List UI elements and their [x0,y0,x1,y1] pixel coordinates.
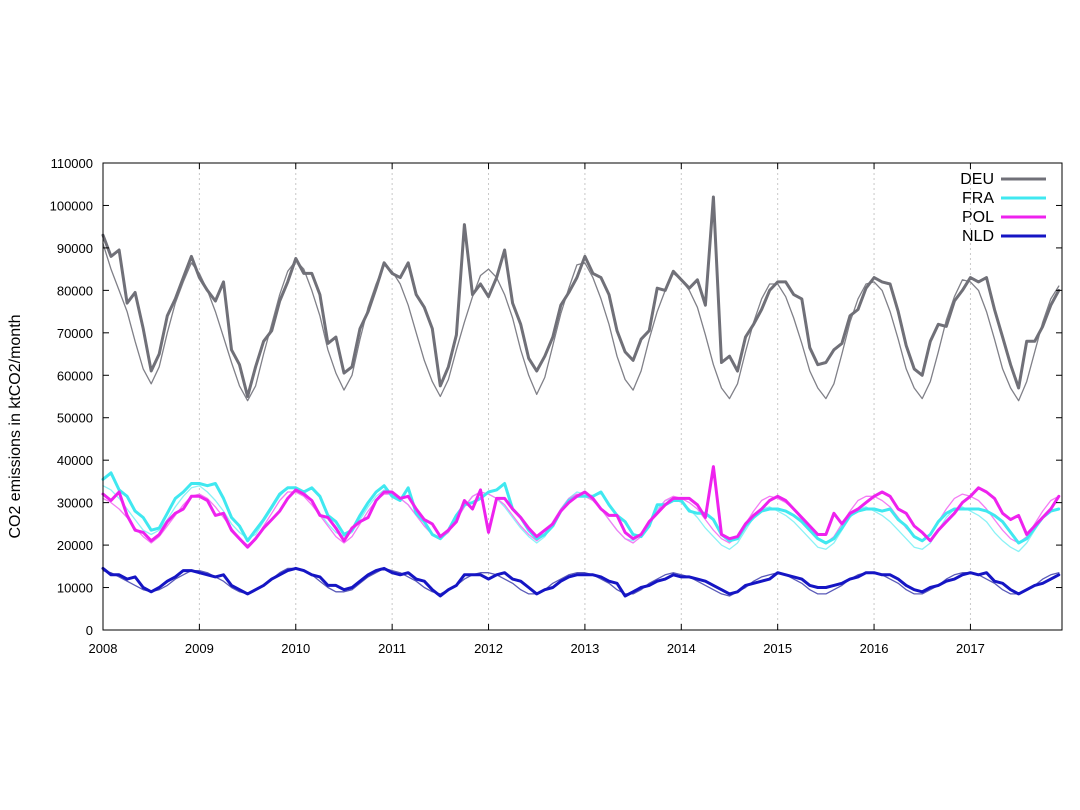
legend-label-deu: DEU [960,171,994,188]
y-tick-label: 90000 [57,241,93,256]
axis-ticks: 2008 2009 2010 2011 2012 2013 2014 2015 2016 2017… [50,156,1062,656]
y-tick-label: 20000 [57,538,93,553]
y-tick-label: 40000 [57,453,93,468]
legend-label-pol: POL [962,209,994,226]
y-tick-label: 60000 [57,368,93,383]
plot-frame [102,162,1063,631]
x-tick-label: 2009 [185,641,214,656]
x-tick-label: 2008 [89,641,118,656]
legend-label-fra: FRA [962,190,994,207]
x-tick-label: 2014 [667,641,696,656]
y-tick-label: 0 [86,623,93,638]
x-tick-label: 2011 [378,641,406,656]
y-tick-label: 50000 [57,411,93,426]
y-tick-label: 10000 [57,581,93,596]
series-line-nld [101,566,1061,598]
x-tick-label: 2012 [474,641,503,656]
x-tick-label: 2016 [860,641,889,656]
x-tick-label: 2015 [763,641,792,656]
x-tick-label: 2010 [281,641,310,656]
y-tick-label: 30000 [57,496,93,511]
x-tick-label: 2017 [956,641,985,656]
legend: DEU FRA POL NLD [960,171,1046,245]
y-tick-label: 110000 [51,156,93,171]
x-tick-label: 2013 [570,641,599,656]
y-tick-label: 80000 [57,283,93,298]
y-tick-label: 70000 [57,326,93,341]
series-lines [101,195,1061,598]
series-line-pol [101,465,1061,549]
y-axis-label: CO2 emissions in ktCO2/month [7,314,24,538]
legend-label-nld: NLD [962,228,994,245]
y-tick-label: 100000 [50,198,93,213]
series-line-deu [101,195,1061,398]
series-line-fra [101,471,1061,545]
